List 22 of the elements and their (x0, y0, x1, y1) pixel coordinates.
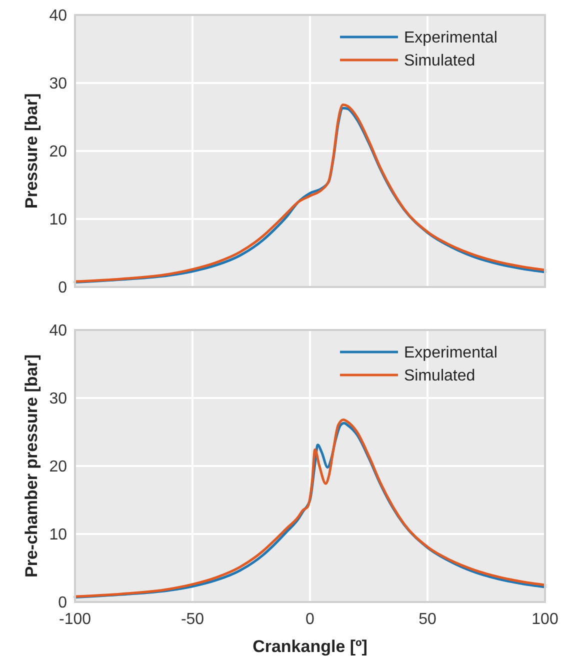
y-tick-label: 0 (58, 594, 68, 612)
y-tick-label: 40 (49, 322, 68, 340)
y-tick-label: 20 (49, 144, 68, 161)
y-axis-title: Pre-chamber pressure [bar] (22, 354, 41, 578)
y-tick-label: 30 (49, 390, 68, 408)
x-tick-label: 50 (418, 611, 436, 628)
legend-label: Simulated (404, 368, 476, 385)
x-axis-title: Crankangle [º] (252, 637, 368, 656)
y-tick-label: 30 (49, 76, 68, 93)
y-axis-title: Pressure [bar] (22, 93, 41, 209)
x-tick-label: 100 (532, 611, 558, 628)
x-tick-label: -100 (58, 611, 92, 628)
legend-label: Experimental (404, 30, 498, 47)
y-tick-label: 0 (58, 280, 68, 297)
y-tick-label: 40 (49, 8, 68, 25)
legend-label: Simulated (404, 52, 476, 70)
y-tick-label: 20 (49, 458, 68, 476)
y-tick-label: 10 (49, 526, 68, 544)
legend-label: Experimental (404, 344, 498, 362)
x-tick-label: 0 (306, 611, 315, 628)
x-tick-label: -50 (180, 611, 204, 628)
y-tick-label: 10 (49, 212, 68, 229)
